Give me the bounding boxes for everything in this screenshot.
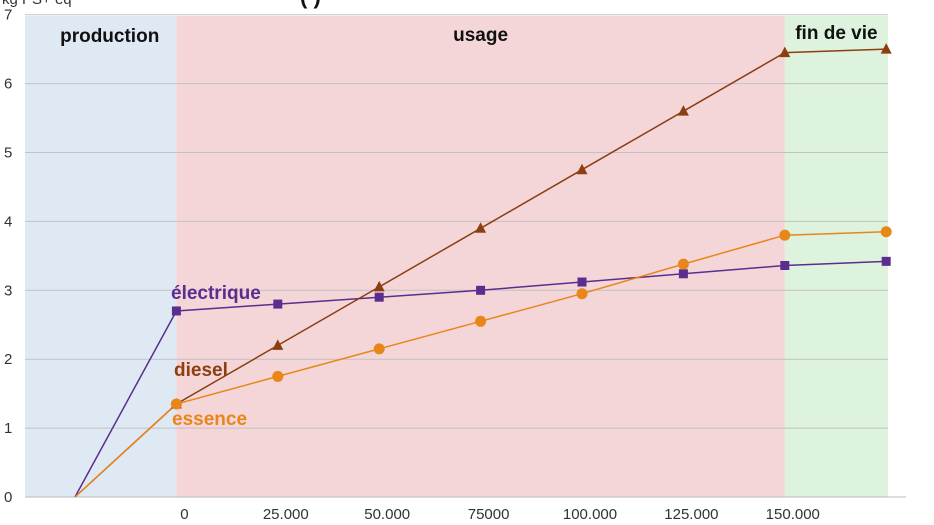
x-tick-label: 125.000 bbox=[664, 506, 718, 523]
series-label-triangle: diesel bbox=[174, 360, 228, 381]
phase-bands bbox=[25, 16, 888, 497]
x-tick-label: 0 bbox=[180, 506, 188, 523]
data-point-circle bbox=[373, 343, 385, 355]
data-point-square bbox=[171, 306, 181, 316]
x-tick-label: 150.000 bbox=[766, 506, 820, 523]
data-point-square bbox=[374, 292, 384, 302]
y-tick-label: 2 bbox=[4, 351, 12, 368]
data-point-square bbox=[273, 299, 283, 309]
data-point-circle bbox=[779, 229, 791, 241]
data-point-triangle bbox=[677, 105, 689, 116]
phase-label-usage: usage bbox=[453, 25, 508, 46]
data-point-circle bbox=[475, 315, 487, 327]
series-label-circle: essence bbox=[172, 409, 247, 430]
x-tick-label: 75000 bbox=[468, 506, 510, 523]
data-point-triangle bbox=[272, 339, 284, 350]
data-point-square bbox=[577, 277, 587, 287]
y-tick-label: 5 bbox=[4, 145, 12, 162]
phase-band-production bbox=[25, 16, 177, 497]
x-tick-label: 25.000 bbox=[263, 506, 309, 523]
series-label-square: électrique bbox=[171, 283, 261, 304]
top-left-text: kg PS+ eq bbox=[2, 0, 72, 8]
phase-label-fin-de-vie: fin de vie bbox=[795, 23, 877, 44]
y-tick-label: 3 bbox=[4, 282, 12, 299]
data-point-triangle bbox=[373, 280, 385, 292]
phase-band-fin-de-vie bbox=[784, 16, 888, 497]
x-tick-label: 50.000 bbox=[364, 506, 410, 523]
y-tick-label: 4 bbox=[4, 213, 12, 230]
data-point-triangle bbox=[779, 46, 791, 58]
phase-label-production: production bbox=[60, 26, 159, 47]
data-point-circle bbox=[170, 398, 182, 410]
series-markers bbox=[170, 43, 892, 410]
gridlines bbox=[25, 14, 906, 498]
data-point-square bbox=[881, 256, 891, 266]
data-point-circle bbox=[677, 258, 689, 270]
data-point-triangle bbox=[475, 222, 487, 233]
data-point-square bbox=[780, 260, 790, 270]
data-point-circle bbox=[576, 288, 588, 300]
y-tick-label: 1 bbox=[4, 420, 12, 437]
data-point-square bbox=[678, 269, 688, 279]
data-point-circle bbox=[272, 370, 284, 382]
y-tick-label: 0 bbox=[4, 489, 12, 506]
data-point-triangle bbox=[880, 43, 892, 54]
chart-title-fragment: ( ) bbox=[300, 0, 321, 9]
x-axis-ticks: 0 25.000 50.000 75000 100.000 125.000 150.000 bbox=[180, 506, 820, 523]
phase-labels: production usage fin de vie bbox=[60, 23, 877, 47]
y-tick-label: 6 bbox=[4, 76, 12, 93]
data-point-circle bbox=[880, 226, 892, 238]
phase-band-usage bbox=[176, 16, 785, 497]
series-labels: électrique diesel essence bbox=[171, 283, 261, 430]
x-tick-label: 100.000 bbox=[563, 506, 617, 523]
data-point-square bbox=[476, 285, 486, 295]
data-point-triangle bbox=[576, 163, 588, 175]
y-axis-ticks: 0 1 2 3 4 5 6 7 bbox=[4, 7, 12, 506]
y-tick-label: 7 bbox=[4, 7, 12, 24]
